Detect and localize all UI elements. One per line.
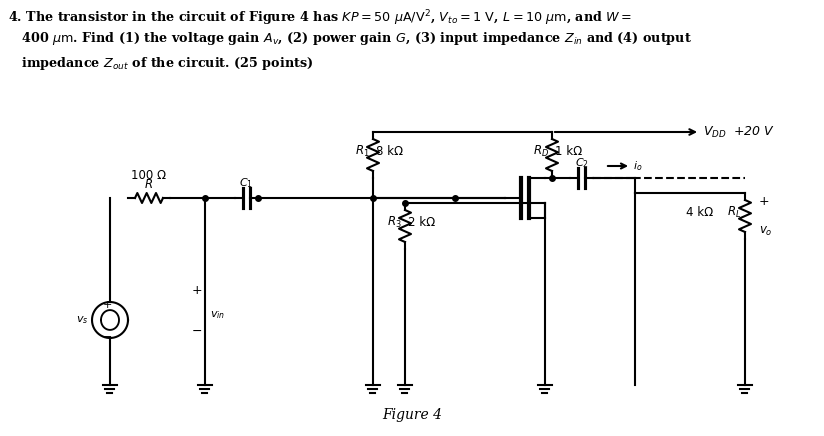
Text: 1 kΩ: 1 kΩ	[555, 144, 583, 157]
Text: $R$: $R$	[144, 178, 153, 191]
Text: $C_2$: $C_2$	[574, 156, 588, 170]
Text: $R_3$: $R_3$	[387, 215, 402, 229]
Text: $i_o$: $i_o$	[633, 159, 643, 173]
Text: $-$: $-$	[102, 330, 112, 340]
Text: $v_o$: $v_o$	[759, 225, 773, 238]
Text: $-$: $-$	[191, 324, 203, 337]
Text: $v_s$: $v_s$	[76, 314, 88, 326]
Text: 8 kΩ: 8 kΩ	[376, 144, 403, 157]
Text: $R_1$: $R_1$	[355, 143, 370, 159]
Text: $R_D$: $R_D$	[533, 143, 549, 159]
Text: Figure 4: Figure 4	[382, 408, 442, 422]
Text: 100 Ω: 100 Ω	[132, 169, 166, 182]
Text: 4. The transistor in the circuit of Figure 4 has $KP = 50\ \mu\mathrm{A/V}^2$, $: 4. The transistor in the circuit of Figu…	[8, 8, 632, 27]
Text: $C_1$: $C_1$	[240, 176, 254, 190]
Text: +: +	[759, 194, 770, 208]
Text: +: +	[192, 283, 203, 296]
Text: $v_{in}$: $v_{in}$	[210, 309, 225, 321]
Text: $R_L$: $R_L$	[727, 204, 742, 220]
Text: $V_{DD}$  +20 V: $V_{DD}$ +20 V	[703, 124, 775, 140]
Text: +: +	[102, 300, 112, 310]
Text: impedance $Z_{out}$ of the circuit. (25 points): impedance $Z_{out}$ of the circuit. (25 …	[8, 55, 313, 72]
Text: 400 $\mu\mathrm{m}$. Find (1) the voltage gain $A_v$, (2) power gain $G$, (3) in: 400 $\mu\mathrm{m}$. Find (1) the voltag…	[8, 30, 692, 47]
Text: 2 kΩ: 2 kΩ	[408, 215, 435, 228]
Text: 4 kΩ: 4 kΩ	[686, 205, 713, 218]
